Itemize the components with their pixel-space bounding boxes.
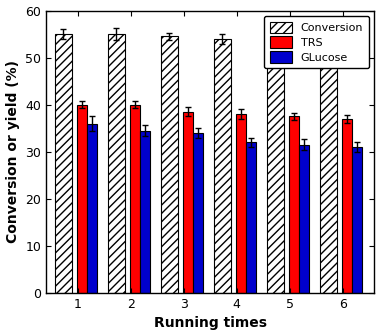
Bar [299,145,309,293]
Y-axis label: Conversion or yield (%): Conversion or yield (%) [6,60,19,243]
Bar [342,119,352,293]
Bar [193,133,203,293]
Legend: Conversion, TRS, GLucose: Conversion, TRS, GLucose [264,16,369,68]
Bar [246,142,256,293]
Bar [108,34,125,293]
Bar [214,39,231,293]
Bar [140,131,150,293]
Bar [267,41,284,293]
Bar [320,43,337,293]
Bar [77,105,87,293]
Bar [87,124,97,293]
Bar [55,34,72,293]
X-axis label: Running times: Running times [154,317,267,330]
Bar [183,112,193,293]
Bar [289,117,299,293]
Bar [352,147,362,293]
Bar [161,36,178,293]
Bar [130,105,140,293]
Bar [236,114,246,293]
